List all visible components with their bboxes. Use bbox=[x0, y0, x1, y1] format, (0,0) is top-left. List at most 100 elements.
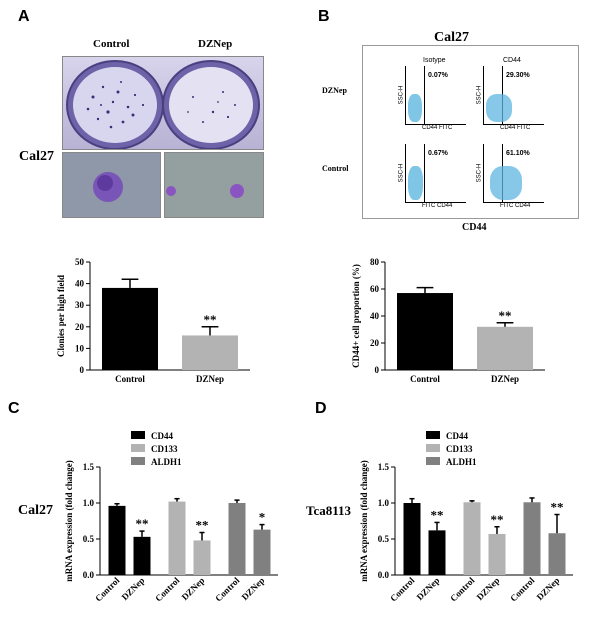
flow-title: Cal27 bbox=[434, 30, 469, 45]
gate-line bbox=[424, 144, 425, 202]
axis-y-label: SSC-H bbox=[398, 163, 405, 183]
x-tick-label: Control bbox=[93, 575, 122, 604]
panel-label-a: A bbox=[18, 8, 30, 25]
y-tick-label: 1.0 bbox=[83, 498, 95, 508]
x-tick-label: Control bbox=[153, 575, 182, 604]
panel-label-b: B bbox=[318, 8, 330, 25]
y-axis-label: Clonies per high field bbox=[56, 275, 66, 357]
gate-line bbox=[424, 66, 425, 124]
y-tick-label: 50 bbox=[75, 257, 85, 267]
panel-label-d: D bbox=[315, 400, 327, 417]
colony-control-micro bbox=[62, 152, 161, 218]
flow-plot-control-cd44: 61.10% bbox=[483, 144, 544, 203]
y-tick-label: 60 bbox=[370, 284, 380, 294]
cell-line-tca8113: Tca8113 bbox=[306, 503, 352, 518]
significance-label: ** bbox=[499, 308, 512, 323]
quadrant-value: 29.30% bbox=[506, 72, 530, 79]
x-tick-label: DZNep bbox=[535, 575, 562, 602]
x-tick-label: DZNep bbox=[415, 575, 442, 602]
x-tick-label: DZNep bbox=[240, 575, 267, 602]
bar bbox=[108, 505, 126, 575]
label-control: Control bbox=[93, 38, 130, 50]
legend-swatch bbox=[426, 457, 440, 465]
y-tick-label: 0 bbox=[80, 365, 85, 375]
x-tick-label: Control bbox=[448, 575, 477, 604]
bar bbox=[488, 533, 506, 575]
cell-line-cal27: Cal27 bbox=[18, 503, 53, 518]
event-cloud bbox=[408, 166, 423, 200]
cell-line-label: Cal27 bbox=[19, 149, 54, 164]
y-tick-label: 0 bbox=[375, 365, 380, 375]
row-dznep: DZNep bbox=[322, 86, 347, 95]
x-tick-label: DZNep bbox=[180, 575, 207, 602]
significance-label: ** bbox=[551, 500, 564, 515]
x-tick-label: DZNep bbox=[120, 575, 147, 602]
significance-label: ** bbox=[204, 312, 217, 327]
legend-label: CD133 bbox=[151, 444, 178, 454]
chart-cd44-proportion: 0 20 40 60 80 CD44+ cell proportion (%) Contro… bbox=[351, 257, 545, 384]
x-tick-label: Control bbox=[508, 575, 537, 604]
significance-label: ** bbox=[431, 507, 444, 522]
row-control: Control bbox=[322, 164, 349, 173]
y-tick-label: 0.5 bbox=[378, 534, 390, 544]
bar bbox=[102, 287, 158, 370]
label-dznep: DZNep bbox=[198, 38, 233, 50]
y-axis-label: mRNA expression (fold change) bbox=[64, 460, 74, 582]
axis-x-label: FITC CD44 bbox=[422, 203, 453, 209]
y-tick-label: 10 bbox=[75, 343, 85, 353]
y-tick-label: 20 bbox=[75, 322, 85, 332]
legend-label: CD133 bbox=[446, 444, 473, 454]
legend-swatch bbox=[131, 431, 145, 439]
y-tick-label: 0.0 bbox=[83, 570, 95, 580]
y-axis-label: mRNA expression (fold change) bbox=[359, 460, 369, 582]
bar bbox=[403, 503, 421, 575]
significance-label: ** bbox=[136, 516, 149, 531]
legend-label: CD44 bbox=[151, 431, 173, 441]
y-tick-label: 40 bbox=[370, 311, 380, 321]
y-tick-label: 30 bbox=[75, 300, 85, 310]
bar bbox=[523, 502, 541, 575]
axis-y-label: SSC-H bbox=[398, 85, 405, 105]
flow-plot-dznep-cd44: 29.30% bbox=[483, 66, 544, 125]
y-tick-label: 1.5 bbox=[378, 462, 390, 472]
col-cd44: CD44 bbox=[503, 57, 521, 64]
bar bbox=[397, 293, 453, 370]
significance-label: * bbox=[259, 510, 266, 525]
axis-y-label: SSC-H bbox=[476, 85, 483, 105]
legend-swatch bbox=[131, 457, 145, 465]
x-tick-label: Control bbox=[213, 575, 242, 604]
chart-clones: 0 10 20 30 40 50 Clonies per high field Control… bbox=[56, 257, 250, 384]
quadrant-value: 0.07% bbox=[428, 72, 448, 79]
event-cloud bbox=[486, 94, 512, 122]
quadrant-value: 61.10% bbox=[506, 150, 530, 157]
axis-x-label: CD44 FITC bbox=[500, 125, 531, 131]
flow-x-title: CD44 bbox=[462, 222, 487, 233]
bar bbox=[193, 540, 211, 575]
legend-swatch bbox=[131, 444, 145, 452]
x-tick-label: Control bbox=[115, 374, 145, 384]
flow-plot-dznep-isotype: 0.07% bbox=[405, 66, 466, 125]
bar bbox=[133, 536, 151, 575]
col-isotype: Isotype bbox=[423, 57, 446, 64]
y-tick-label: 0.0 bbox=[378, 570, 390, 580]
x-tick-label: DZNep bbox=[475, 575, 502, 602]
bar bbox=[228, 503, 246, 575]
x-tick-label: DZNep bbox=[196, 374, 224, 384]
colony-plate-photo bbox=[62, 56, 264, 150]
legend-label: CD44 bbox=[446, 431, 468, 441]
y-tick-label: 40 bbox=[75, 279, 85, 289]
chart-cal27-mrna: 0.0 0.5 1.0 1.5 mRNA expression (fold change… bbox=[64, 431, 278, 604]
y-tick-label: 20 bbox=[370, 338, 380, 348]
bar bbox=[428, 530, 446, 575]
x-tick-label: Control bbox=[410, 374, 440, 384]
bar bbox=[463, 502, 481, 575]
significance-label: ** bbox=[491, 512, 504, 527]
chart-tca8113-mrna: 0.0 0.5 1.0 1.5 mRNA expression (fold change… bbox=[359, 431, 573, 604]
bar bbox=[253, 529, 271, 575]
bar bbox=[168, 501, 186, 575]
bar bbox=[182, 335, 238, 370]
legend-label: ALDH1 bbox=[446, 457, 477, 467]
x-tick-label: DZNep bbox=[491, 374, 519, 384]
panel-label-c: C bbox=[8, 400, 20, 417]
y-tick-label: 1.0 bbox=[378, 498, 390, 508]
